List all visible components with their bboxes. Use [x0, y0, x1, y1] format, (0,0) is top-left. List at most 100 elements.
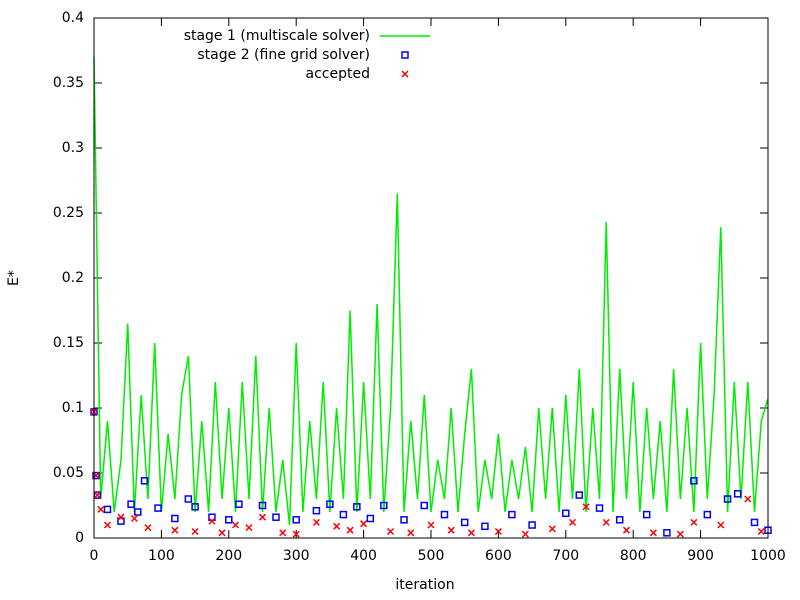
- y-tick-label: 0.35: [53, 75, 84, 91]
- x-tick-label: 1000: [750, 548, 786, 564]
- square-marker: [366, 514, 375, 523]
- square-marker: [92, 471, 100, 480]
- cross-marker: [245, 524, 253, 532]
- cross-marker: [521, 530, 529, 538]
- square-marker: [575, 491, 584, 499]
- cross-marker: [676, 530, 684, 538]
- square-marker: [326, 500, 334, 508]
- y-tick-label: 0.2: [62, 270, 84, 286]
- square-marker: [595, 504, 604, 512]
- square-marker: [171, 514, 179, 523]
- cross-marker: [447, 526, 455, 534]
- x-axis-label: iteration: [395, 577, 454, 593]
- cross-marker: [97, 505, 105, 513]
- legend-label: stage 2 (fine grid solver): [197, 47, 370, 63]
- cross-marker: [191, 527, 199, 536]
- square-marker: [400, 516, 408, 524]
- square-marker: [235, 500, 243, 508]
- square-marker: [750, 518, 759, 527]
- square-marker: [292, 516, 300, 524]
- y-tick-label: 0.1: [62, 400, 84, 416]
- square-marker: [272, 513, 280, 521]
- y-tick-label: 0: [75, 530, 84, 546]
- cross-marker: [407, 529, 415, 537]
- cross-marker: [208, 517, 216, 525]
- square-marker: [140, 477, 149, 485]
- x-tick-label: 0: [90, 548, 99, 564]
- square-marker: [353, 503, 361, 511]
- cross-marker: [333, 522, 341, 530]
- cross-marker: [717, 521, 725, 529]
- y-axis-label: E*: [6, 270, 22, 286]
- square-marker: [103, 505, 112, 514]
- cross-marker: [292, 530, 300, 538]
- square-marker: [134, 508, 142, 516]
- cross-marker: [93, 491, 101, 499]
- square-marker: [508, 510, 516, 519]
- x-tick-label: 300: [283, 548, 310, 564]
- square-marker: [615, 516, 624, 524]
- square-marker: [127, 500, 135, 508]
- square-marker: [642, 510, 651, 519]
- x-tick-label: 400: [350, 548, 377, 564]
- square-marker: [191, 503, 199, 511]
- x-tick-label: 900: [687, 548, 714, 564]
- square-marker: [258, 501, 267, 510]
- cross-marker: [494, 527, 502, 536]
- square-marker: [312, 506, 321, 515]
- square-marker: [528, 521, 536, 529]
- cross-marker: [360, 520, 368, 528]
- cross-marker: [622, 526, 630, 534]
- square-marker: [663, 529, 671, 537]
- x-tick-label: 500: [418, 548, 445, 564]
- cross-marker: [427, 521, 435, 529]
- cross-marker: [690, 518, 698, 526]
- cross-marker: [744, 495, 752, 503]
- legend-label: accepted: [306, 66, 370, 82]
- y-tick-label: 0.25: [53, 205, 84, 221]
- square-marker: [481, 522, 489, 531]
- y-tick-label: 0.4: [62, 10, 84, 26]
- x-tick-label: 600: [485, 548, 512, 564]
- series-line: [93, 56, 769, 526]
- cross-marker: [602, 518, 610, 526]
- y-tick-label: 0.05: [53, 465, 84, 481]
- cross-marker: [171, 526, 179, 534]
- x-tick-label: 200: [215, 548, 242, 564]
- cross-marker: [569, 518, 577, 526]
- cross-marker: [218, 529, 226, 537]
- legend-swatch: [401, 70, 409, 78]
- square-marker: [225, 516, 233, 524]
- square-marker: [690, 477, 698, 485]
- y-tick-label: 0.15: [53, 335, 84, 351]
- cross-marker: [582, 503, 590, 511]
- square-marker: [184, 495, 193, 503]
- cross-marker: [130, 514, 138, 523]
- cross-marker: [117, 513, 125, 521]
- x-tick-label: 100: [148, 548, 175, 564]
- plot-frame: [93, 17, 769, 539]
- legend-swatch: [401, 51, 409, 59]
- legend-label: stage 1 (multiscale solver): [184, 28, 370, 44]
- cross-marker: [649, 529, 657, 537]
- square-marker: [154, 504, 162, 512]
- square-marker: [339, 510, 348, 519]
- square-marker: [733, 490, 742, 498]
- square-marker: [703, 510, 712, 519]
- square-marker: [420, 501, 429, 510]
- x-tick-label: 700: [552, 548, 579, 564]
- cross-marker: [144, 524, 152, 532]
- cross-marker: [346, 526, 354, 534]
- cross-marker: [387, 527, 395, 536]
- square-marker: [380, 501, 388, 510]
- cross-marker: [548, 525, 556, 533]
- cross-marker: [279, 529, 287, 537]
- cross-marker: [467, 529, 475, 537]
- square-marker: [440, 510, 449, 519]
- cross-marker: [312, 518, 320, 526]
- cross-marker: [103, 521, 112, 529]
- x-tick-label: 800: [620, 548, 647, 564]
- square-marker: [723, 495, 732, 503]
- cross-marker: [258, 513, 267, 521]
